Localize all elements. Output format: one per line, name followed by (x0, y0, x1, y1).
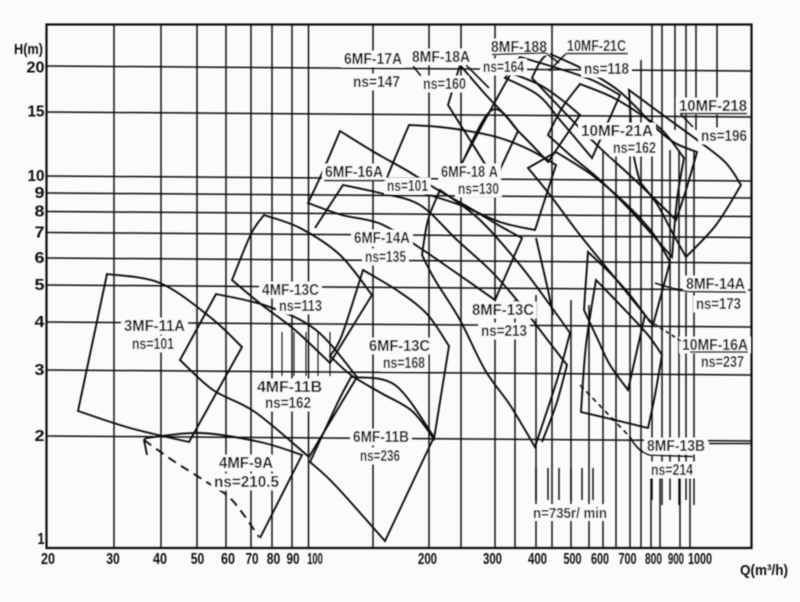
svg-text:800: 800 (645, 551, 662, 568)
svg-text:Q(m³/h): Q(m³/h) (740, 562, 788, 579)
svg-text:ns=210.5: ns=210.5 (214, 474, 279, 491)
svg-text:600: 600 (591, 551, 609, 568)
svg-text:10MF-218: 10MF-218 (679, 98, 747, 115)
svg-text:6MF-18 A: 6MF-18 A (441, 164, 498, 181)
svg-text:ns=160: ns=160 (423, 76, 466, 93)
svg-text:30: 30 (106, 551, 120, 568)
svg-text:ns=135: ns=135 (365, 249, 406, 266)
svg-text:80: 80 (267, 551, 281, 568)
svg-text:10: 10 (28, 168, 45, 185)
svg-text:ns=196: ns=196 (701, 128, 747, 145)
svg-text:ns=173: ns=173 (696, 296, 741, 313)
svg-text:ns=130: ns=130 (458, 181, 499, 198)
svg-text:8MF-13C: 8MF-13C (472, 302, 534, 319)
svg-text:H(m): H(m) (14, 41, 43, 58)
svg-text:8MF-188: 8MF-188 (491, 39, 547, 56)
svg-text:20: 20 (41, 551, 55, 568)
svg-text:100: 100 (307, 551, 323, 568)
svg-text:5: 5 (35, 277, 45, 294)
svg-text:700: 700 (619, 551, 637, 568)
svg-text:4: 4 (35, 314, 45, 331)
svg-text:8MF-18A: 8MF-18A (412, 49, 470, 66)
svg-text:ns=147: ns=147 (353, 74, 400, 91)
svg-text:50: 50 (191, 551, 205, 568)
svg-text:20: 20 (27, 60, 45, 77)
svg-text:6: 6 (35, 250, 45, 267)
svg-text:1000: 1000 (688, 551, 712, 568)
svg-text:90: 90 (287, 551, 300, 568)
svg-text:200: 200 (418, 551, 437, 568)
svg-text:3: 3 (35, 362, 45, 379)
svg-text:ns=101: ns=101 (387, 178, 428, 195)
svg-text:9: 9 (35, 185, 45, 202)
svg-text:ns=168: ns=168 (383, 355, 425, 372)
svg-text:ns=236: ns=236 (360, 448, 400, 465)
svg-text:ns=214: ns=214 (651, 462, 693, 479)
svg-text:400: 400 (528, 551, 547, 568)
svg-text:ns=162: ns=162 (613, 140, 656, 157)
svg-text:8: 8 (35, 204, 45, 221)
svg-text:6MF-13C: 6MF-13C (369, 338, 430, 355)
svg-text:10MF-21C: 10MF-21C (567, 38, 626, 55)
svg-text:15: 15 (28, 104, 45, 121)
svg-text:10MF-21A: 10MF-21A (581, 123, 653, 140)
svg-text:900: 900 (668, 551, 684, 568)
svg-text:ns=164: ns=164 (483, 59, 524, 76)
svg-text:10MF-16A: 10MF-16A (682, 337, 748, 354)
svg-text:6MF-16A: 6MF-16A (325, 164, 383, 181)
svg-text:ns=237: ns=237 (701, 354, 744, 371)
svg-text:300: 300 (483, 551, 502, 568)
svg-text:500: 500 (564, 551, 582, 568)
svg-text:6MF-11B: 6MF-11B (353, 429, 409, 446)
svg-text:60: 60 (221, 551, 235, 568)
svg-text:ns=118: ns=118 (584, 61, 629, 78)
svg-text:8MF-14A: 8MF-14A (686, 276, 745, 293)
svg-text:6MF-14A: 6MF-14A (354, 230, 410, 247)
svg-text:70: 70 (246, 551, 259, 568)
svg-text:3MF-11A: 3MF-11A (124, 318, 185, 335)
svg-text:40: 40 (153, 551, 167, 568)
svg-text:2: 2 (35, 428, 45, 445)
svg-text:ns=162: ns=162 (265, 395, 311, 412)
svg-text:1: 1 (38, 531, 45, 548)
svg-text:6MF-17A: 6MF-17A (344, 51, 402, 68)
svg-text:4MF-11B: 4MF-11B (257, 379, 322, 396)
svg-text:4MF-9A: 4MF-9A (219, 455, 273, 472)
svg-text:n=735r/ min: n=735r/ min (533, 505, 607, 522)
svg-text:7: 7 (35, 225, 45, 242)
svg-text:4MF-13C: 4MF-13C (262, 282, 319, 299)
svg-text:ns=101: ns=101 (132, 336, 174, 353)
svg-text:ns=213: ns=213 (481, 323, 527, 340)
svg-text:8MF-13B: 8MF-13B (647, 438, 705, 455)
svg-text:ns=113: ns=113 (279, 298, 322, 315)
